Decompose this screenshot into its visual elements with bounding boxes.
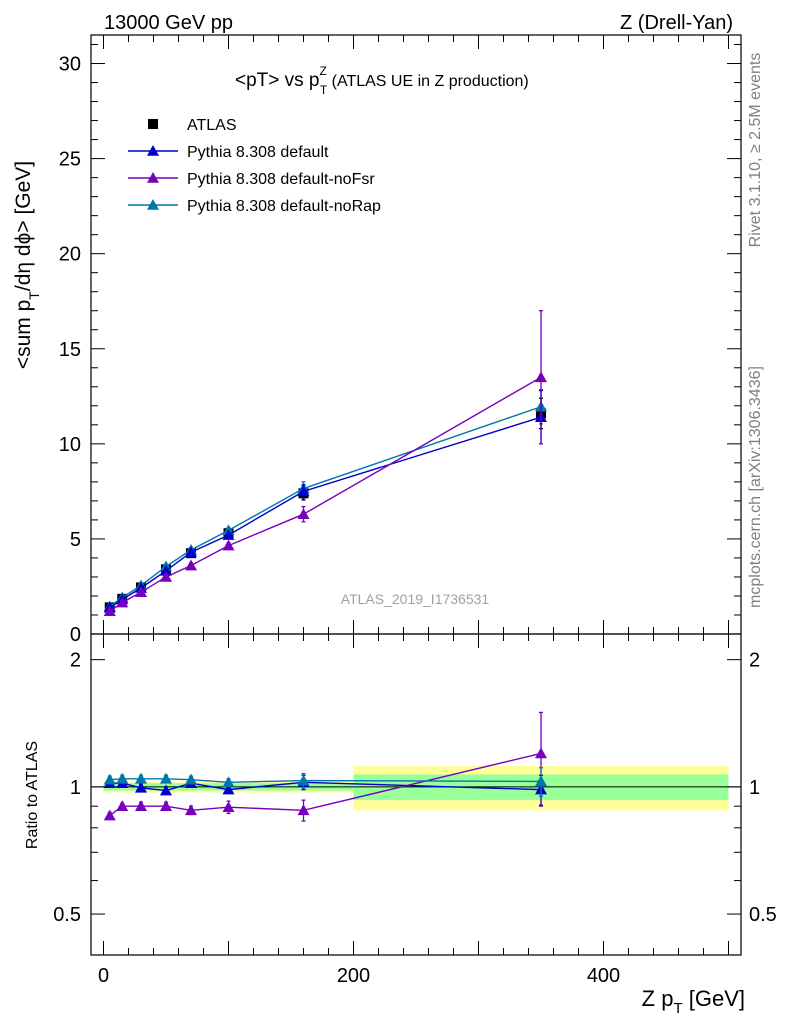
ratio-y-tick-label-right: 1 [749, 777, 760, 799]
energy-label: 13000 GeV pp [104, 12, 233, 34]
data-point [160, 564, 172, 576]
ratio-point [135, 772, 147, 784]
ratio-y-tick-label: 2 [70, 650, 81, 672]
data-point [185, 559, 197, 571]
legend-marker [147, 145, 159, 156]
ratio-point [135, 781, 147, 793]
data-point [116, 596, 129, 608]
ratio-y-tick-label-right: 2 [749, 650, 760, 672]
source-label: mcplots.cern.ch [arXiv:1306.3436] [747, 366, 764, 608]
y-tick-label: 30 [59, 54, 81, 76]
series-pythia-8-308-default-nofsr [103, 310, 547, 616]
series-line [109, 376, 542, 612]
data-point [103, 605, 116, 616]
ratio-point [103, 773, 116, 785]
y-axis-title: <sum pT/dη dϕ> [GeV] [12, 161, 42, 369]
process-label: Z (Drell-Yan) [620, 12, 733, 34]
ratio-point [160, 772, 172, 784]
data-point [297, 485, 310, 497]
ratio-panel-axes: 0 200 400 0.5 0.5 1 1 2 2 [53, 633, 777, 987]
ratio-frame [90, 633, 742, 956]
data-point [160, 570, 172, 582]
ratio-point [297, 804, 310, 816]
legend-marker [147, 199, 159, 210]
ratio-panel-data [103, 711, 547, 822]
data-point [222, 529, 235, 540]
ratio-point [116, 800, 129, 811]
x-tick-label: 400 [587, 965, 620, 987]
data-point [222, 539, 235, 551]
ratio-point [222, 783, 235, 795]
chart-title: <pT> vs pZ T (ATLAS UE in Z production) [235, 64, 529, 97]
legend-item: Pythia 8.308 default [128, 144, 329, 161]
ratio-point [222, 801, 235, 813]
legend-label: Pythia 8.308 default [187, 144, 329, 161]
ratio-point [116, 772, 129, 784]
data-point [185, 546, 197, 558]
y-tick-label: 15 [59, 339, 81, 361]
ratio-point [160, 784, 172, 796]
ratio-point [160, 800, 172, 811]
y-tick-label: 0 [70, 624, 81, 646]
legend-label: Pythia 8.308 default-noFsr [187, 171, 375, 188]
data-point [297, 508, 310, 519]
x-tick-label: 0 [98, 965, 109, 987]
x-tick-label: 200 [337, 965, 370, 987]
y-tick-label: 10 [59, 434, 81, 456]
data-point [535, 371, 547, 383]
analysis-label: ATLAS_2019_I1736531 [341, 591, 490, 607]
ratio-y-tick-label-right: 0.5 [749, 904, 777, 926]
ratio-reference-band [91, 766, 741, 811]
legend-item: Pythia 8.308 default-noRap [128, 198, 381, 215]
legend-item: ATLAS [148, 117, 237, 134]
ratio-y-tick-label: 1 [70, 777, 81, 799]
ratio-y-tick-label: 0.5 [53, 904, 81, 926]
legend: ATLAS Pythia 8.308 default Pythia 8.308 de… [128, 117, 381, 215]
ratio-series-pythia-8-308-default-norap [103, 767, 547, 797]
legend-marker [147, 172, 159, 183]
legend-item: Pythia 8.308 default-noFsr [128, 171, 375, 188]
ratio-point [222, 776, 235, 788]
ratio-point [103, 809, 116, 821]
series-pythia-8-308-default-norap [103, 388, 547, 612]
series-line [109, 416, 542, 609]
ratio-point [185, 804, 197, 816]
ratio-series-pythia-8-308-default-nofsr [103, 711, 547, 822]
ratio-point [135, 800, 147, 811]
legend-label: Pythia 8.308 default-noRap [187, 198, 381, 215]
ratio-axis-title: Ratio to ATLAS [24, 741, 41, 849]
main-panel-axes: 0 5 10 15 20 25 30 [59, 34, 742, 646]
x-axis-title: Z pT [GeV] [642, 986, 745, 1017]
y-tick-label: 5 [70, 529, 81, 551]
ratio-point [297, 774, 310, 786]
ratio-point [535, 747, 547, 759]
data-point [135, 586, 147, 597]
main-panel-data [103, 310, 547, 616]
legend-marker [148, 119, 158, 129]
rivet-label: Rivet 3.1.10, ≥ 2.5M events [747, 53, 764, 248]
y-tick-label: 20 [59, 244, 81, 266]
legend-label: ATLAS [187, 117, 237, 134]
ratio-point [185, 773, 197, 785]
y-tick-label: 25 [59, 149, 81, 171]
ratio-point [535, 775, 547, 787]
series-line [109, 406, 542, 607]
